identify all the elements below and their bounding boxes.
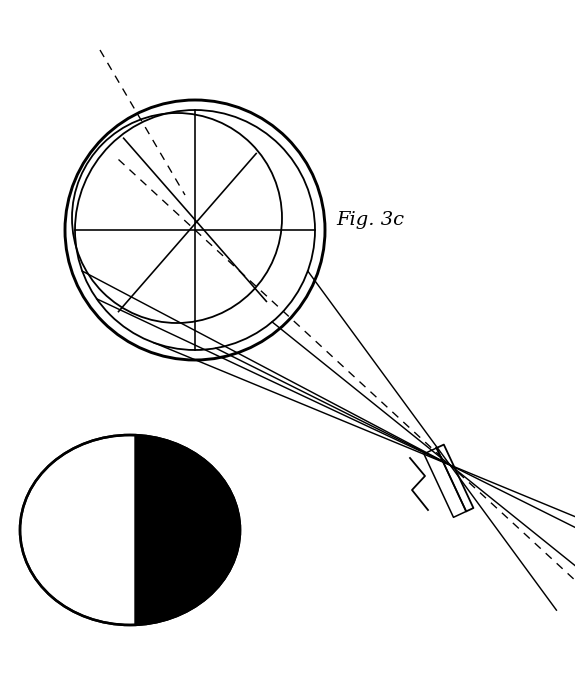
- Polygon shape: [130, 435, 240, 625]
- Ellipse shape: [20, 435, 240, 625]
- Text: Fig. 3c: Fig. 3c: [336, 211, 404, 229]
